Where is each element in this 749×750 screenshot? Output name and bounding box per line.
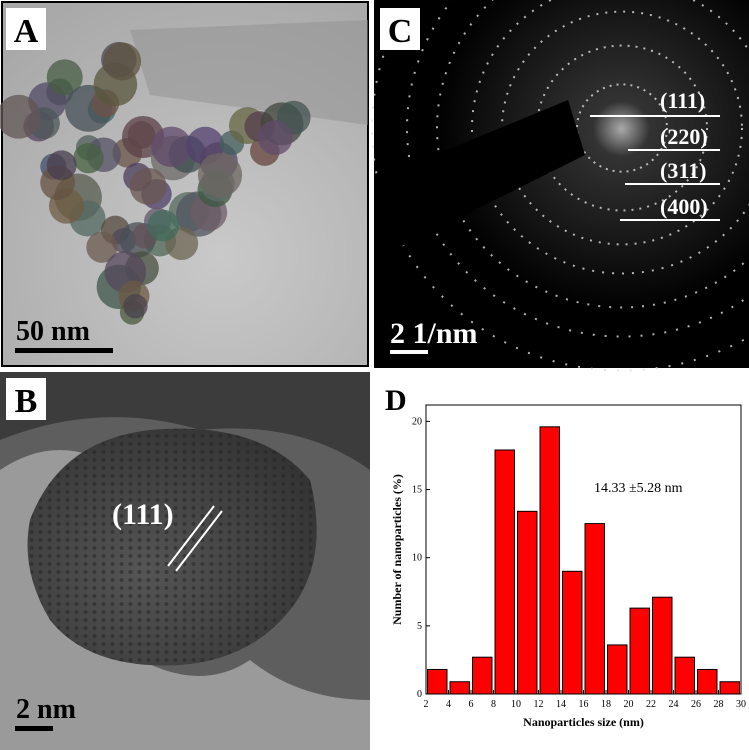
bar (719, 681, 740, 695)
bar (629, 607, 650, 695)
panel-b: (111) B 2 nm (0, 372, 370, 750)
particle (46, 59, 83, 96)
particle (151, 126, 192, 168)
bar (494, 449, 515, 695)
bar (697, 668, 718, 695)
label-box (380, 8, 420, 50)
particle (86, 231, 118, 263)
panel-label: D (385, 384, 407, 417)
ring-label: (311) (660, 158, 706, 183)
x-tick-label: 22 (646, 699, 656, 710)
scale-bar-label: 2 1/nm (390, 317, 478, 350)
y-tick-label: 0 (417, 689, 422, 700)
x-tick-label: 18 (601, 699, 611, 710)
y-axis-label: Number of nanoparticles (%) (390, 474, 404, 625)
particle (123, 294, 148, 319)
ring (536, 44, 708, 212)
particle (129, 167, 167, 205)
particle (147, 209, 180, 242)
bar (449, 681, 470, 695)
label-box (6, 378, 46, 420)
plane-line (175, 510, 223, 572)
bar (472, 656, 493, 695)
bar (539, 426, 560, 695)
particle (73, 143, 104, 174)
x-tick-label: 20 (624, 699, 634, 710)
x-tick-label: 14 (556, 699, 566, 710)
bar (517, 510, 538, 695)
x-tick-label: 26 (691, 699, 701, 710)
scale-bar (15, 348, 113, 353)
scale-bar (390, 350, 428, 354)
y-tick-label: 20 (412, 416, 422, 427)
plane-label: (111) (112, 498, 174, 531)
scale-bar-label: 50 nm (16, 316, 90, 347)
particle (257, 120, 293, 156)
lattice (27, 428, 317, 666)
x-tick-label: 24 (669, 699, 679, 710)
beam-stop (374, 100, 585, 260)
annotation: 14.33 ±5.28 nm (594, 481, 683, 496)
x-tick-label: 16 (579, 699, 589, 710)
x-axis-label: Nanoparticles size (nm) (523, 715, 644, 729)
x-tick-label: 12 (534, 699, 544, 710)
x-tick-label: 2 (424, 699, 429, 710)
plot-frame (425, 404, 742, 695)
bar (562, 570, 583, 695)
particle (103, 42, 142, 81)
bar (652, 596, 673, 695)
panel-a: A 50 nm (0, 1, 369, 367)
ring-label: (220) (660, 124, 708, 149)
x-tick-label: 10 (511, 699, 521, 710)
panel-label: A (14, 13, 39, 50)
bar (607, 644, 628, 695)
label-box (6, 8, 46, 50)
x-tick-label: 30 (736, 699, 746, 710)
panel-c: C (111) (220) (311) (400) 2 1/nm (371, 0, 749, 372)
y-tick-label: 5 (417, 621, 422, 632)
bar (427, 668, 448, 695)
panel-d: D 2 4 6 8 10 12 14 16 18 20 22 24 26 28 3005101520Nano… (385, 384, 746, 729)
ring (576, 83, 668, 173)
nanoparticle-cluster (0, 41, 311, 325)
ring (501, 10, 743, 246)
scale-bar (15, 726, 53, 731)
bar (584, 523, 605, 695)
dark-region (0, 372, 370, 470)
bar (674, 656, 695, 695)
plane-line (167, 505, 215, 567)
y-tick-label: 10 (412, 553, 422, 564)
panel-label: B (15, 383, 38, 420)
panel-label: C (388, 13, 413, 50)
x-tick-label: 4 (446, 699, 451, 710)
ring (436, 0, 749, 309)
x-tick-label: 6 (469, 699, 474, 710)
film (130, 20, 368, 125)
particle (0, 94, 41, 139)
x-tick-label: 28 (714, 699, 724, 710)
y-tick-label: 15 (412, 485, 422, 496)
scale-bar-label: 2 nm (16, 694, 76, 725)
ring-label: (111) (660, 88, 705, 113)
particle (197, 152, 243, 198)
particle (46, 150, 77, 181)
diffraction-rings (371, 0, 749, 372)
ring-label: (400) (660, 194, 708, 219)
x-tick-label: 8 (491, 699, 496, 710)
